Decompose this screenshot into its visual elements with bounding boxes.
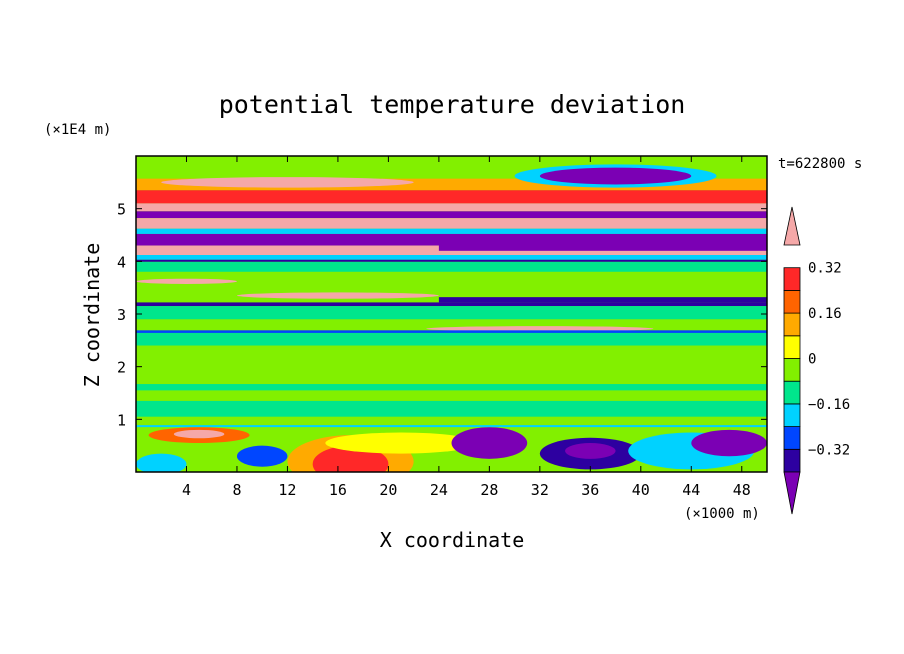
contour-band [438,297,767,303]
colorbar: 0.32 0.16 0 −0.16 −0.32 [783,206,850,515]
contour-band [136,332,767,346]
contour-band [136,190,767,204]
colorbar-bin [783,335,801,359]
colorbar-bin [783,448,801,473]
contour-field [136,156,767,472]
y-axis-label: Z coordinate [80,243,104,388]
colorbar-tick-label: −0.16 [808,397,850,413]
colorbar-max-triangle [783,206,801,246]
contour-band [136,203,767,212]
x-tick-label: 36 [581,481,599,499]
contour-band [136,330,767,333]
contour-blob [161,177,414,188]
contour-band [136,255,767,260]
x-tick-label: 20 [379,481,397,499]
x-tick-label: 8 [232,481,241,499]
y-tick-label: 4 [117,253,126,271]
x-tick-label: 48 [733,481,751,499]
contour-band [136,228,767,234]
colorbar-bin [783,358,801,382]
contour-blob [136,453,187,472]
contour-band [136,233,767,246]
contour-band [136,302,767,307]
x-axis: 4 8 12 16 20 24 28 32 36 40 44 48 [182,156,751,499]
x-tick-label: 4 [182,481,191,499]
chart-title: potential temperature deviation [219,90,686,119]
y-tick-label: 2 [117,359,126,377]
contour-band [136,271,767,293]
x-unit-label: (×1000 m) [684,506,760,522]
colorbar-bin [783,426,801,450]
x-tick-label: 28 [480,481,498,499]
colorbar-bin [783,312,801,337]
colorbar-tick-label: −0.32 [808,442,850,458]
contour-blob [451,427,528,459]
x-tick-label: 40 [632,481,650,499]
y-unit-label: (×1E4 m) [44,122,111,138]
colorbar-bin [783,403,801,427]
contour-blob [539,167,692,185]
contour-band [136,306,767,320]
x-tick-label: 44 [682,481,700,499]
colorbar-bin [783,289,801,314]
contour-band [136,425,767,428]
colorbar-min-triangle [783,471,801,515]
colorbar-tick-label: 0.16 [808,306,842,322]
x-axis-label: X coordinate [380,528,525,552]
contour-blob [136,278,237,284]
x-tick-label: 12 [278,481,296,499]
contour-blob [325,432,477,454]
y-axis: 1 2 3 4 5 [117,201,767,429]
contour-blob [173,429,225,439]
colorbar-bin [783,267,801,291]
contour-blob [426,326,654,332]
x-tick-label: 24 [430,481,448,499]
y-tick-label: 1 [117,411,126,429]
x-tick-label: 16 [329,481,347,499]
y-tick-label: 3 [117,306,126,324]
colorbar-bin [783,380,801,405]
contour-band [136,211,767,219]
x-tick-label: 32 [531,481,549,499]
contour-blob [236,445,288,467]
contour-blob [691,429,767,457]
contour-band [136,384,767,391]
contour-band [136,400,767,417]
contour-blob [565,443,616,459]
contour-blob [236,292,439,299]
contour-band [136,259,767,262]
y-tick-label: 5 [117,201,126,219]
colorbar-tick-label: 0.32 [808,261,842,277]
contour-band [438,244,767,251]
contour-band [136,261,767,272]
contour-band [136,178,767,191]
time-label: t=622800 s [778,156,862,172]
contour-band [136,218,767,229]
colorbar-tick-label: 0 [808,352,816,368]
